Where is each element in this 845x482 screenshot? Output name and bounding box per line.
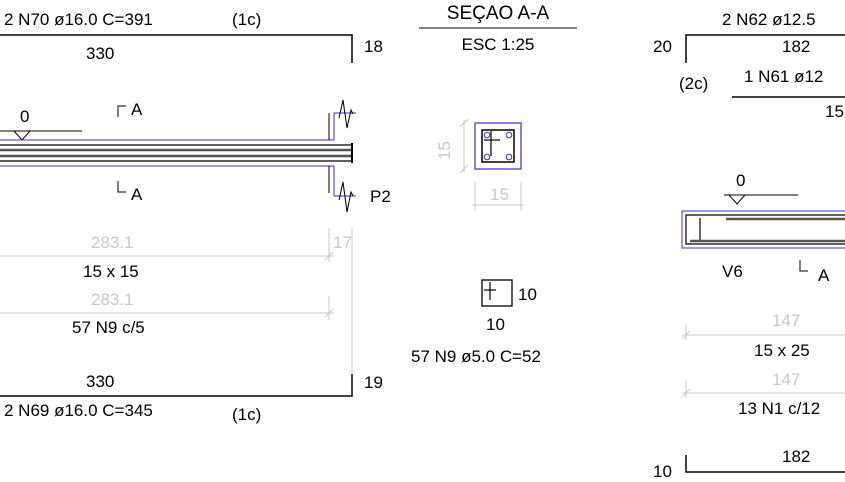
right-level-mark-triangle	[727, 194, 747, 205]
stirrup-detail: 10 10 57 N9 ø5.0 C=52	[411, 279, 541, 366]
top-bar-label: 2 N70 ø16.0 C=391	[4, 10, 153, 29]
right-second-bar-label: 1 N61 ø12	[744, 67, 823, 86]
bottom-bar-line	[0, 374, 353, 397]
clear-span-dimension-1: 283.1	[91, 233, 134, 252]
bottom-bar-label: 2 N69 ø16.0 C=345	[4, 401, 153, 420]
right-top-bar-line	[685, 34, 845, 63]
right-section-cut-label: A	[818, 266, 830, 285]
right-bottom-hook: 10	[653, 462, 672, 481]
section-cut-label-top: A	[131, 100, 143, 119]
right-second-length: 15	[825, 102, 844, 121]
right-bottom-length: 182	[782, 447, 810, 466]
level-mark-triangle	[12, 130, 32, 141]
right-section-cut-mark	[799, 260, 808, 272]
right-clear-span-dimension-2: 147	[772, 370, 800, 389]
stirrup-side-dimension: 10	[518, 285, 537, 304]
stirrup-shape	[481, 279, 513, 307]
stirrup-label: 57 N9 ø5.0 C=52	[411, 347, 541, 366]
section-height-dimension: 15	[435, 141, 454, 160]
right-clear-span-dimension-1: 147	[772, 311, 800, 330]
left-beam-elevation: 2 N70 ø16.0 C=391 (1c) 330 18 0 A A	[0, 10, 391, 424]
rebar-bottom-left	[483, 153, 491, 161]
bottom-bar-length: 330	[86, 372, 114, 391]
right-stirrup-spacing-label: 13 N1 c/12	[738, 399, 820, 418]
beam-body	[0, 139, 353, 167]
rebar-top-left	[483, 131, 491, 139]
support-label: P2	[370, 187, 391, 206]
right-beam-name: V6	[722, 262, 743, 281]
end-offset-dimension: 17	[333, 233, 352, 252]
right-top-length: 182	[782, 37, 810, 56]
right-level-mark-value: 0	[736, 171, 745, 190]
top-bar-line	[0, 34, 353, 63]
section-a-a: SEÇAO A-A ESC 1:25 15 15	[419, 3, 577, 211]
section-stirrup	[481, 129, 515, 163]
section-outline	[474, 122, 522, 170]
break-line-top	[338, 99, 354, 129]
right-beam-elevation: 2 N62 ø12.5 20 182 (2c) 1 N61 ø12 15 0 V…	[653, 10, 845, 481]
bottom-bar-hook: 19	[364, 373, 383, 392]
section-size-label: 15 x 15	[83, 262, 139, 281]
support-column-p2	[328, 99, 356, 213]
right-bottom-bar-line	[685, 455, 845, 473]
top-bar-length: 330	[86, 44, 114, 63]
rebar-top-right	[505, 131, 513, 139]
right-top-hook: 20	[653, 37, 672, 56]
section-cut-mark-top	[117, 105, 126, 117]
right-top-bar-label: 2 N62 ø12.5	[722, 10, 816, 29]
level-mark-value: 0	[20, 107, 29, 126]
section-width-dimension: 15	[490, 185, 509, 204]
clear-span-dimension-2: 283.1	[91, 290, 134, 309]
right-second-layer: (2c)	[679, 74, 708, 93]
section-scale: ESC 1:25	[462, 35, 535, 54]
bottom-bar-layer: (1c)	[232, 405, 261, 424]
stirrup-base-dimension: 10	[486, 315, 505, 334]
right-beam-body	[681, 210, 845, 249]
top-bar-hook: 18	[364, 37, 383, 56]
section-cut-mark-bottom	[117, 181, 126, 193]
top-bar-layer: (1c)	[232, 10, 261, 29]
section-cut-label-bottom: A	[131, 185, 143, 204]
break-line-bottom	[338, 181, 354, 213]
rebar-bottom-right	[505, 153, 513, 161]
stirrup-spacing-label: 57 N9 c/5	[72, 318, 145, 337]
section-title: SEÇAO A-A	[447, 3, 550, 24]
right-section-size-label: 15 x 25	[754, 341, 810, 360]
